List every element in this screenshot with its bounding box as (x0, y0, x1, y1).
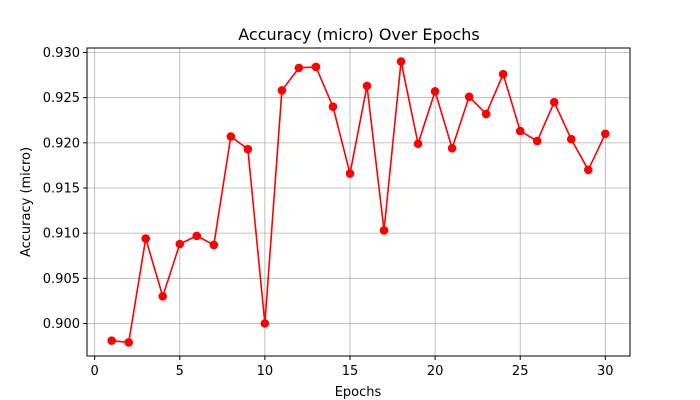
data-point (311, 62, 321, 72)
y-tick-label: 0.900 (43, 317, 80, 332)
data-point (175, 239, 185, 249)
data-point (362, 81, 372, 91)
x-axis-title: Epochs (335, 385, 382, 400)
data-point (209, 240, 219, 250)
data-point (396, 57, 406, 66)
y-tick-label: 0.925 (43, 91, 80, 106)
data-point (464, 92, 474, 102)
data-point (430, 87, 440, 96)
data-point (192, 231, 202, 241)
y-axis-title: Accuracy (micro) (19, 147, 34, 257)
y-tick-label: 0.930 (43, 46, 80, 61)
data-point (447, 143, 457, 153)
data-point (413, 139, 423, 149)
data-point (226, 132, 236, 141)
series-line (111, 60, 607, 344)
data-point (515, 126, 525, 136)
y-tick-label: 0.905 (43, 272, 80, 287)
data-point (294, 63, 304, 73)
x-tick-label: 10 (257, 364, 274, 379)
data-point (549, 97, 559, 107)
y-tick-label: 0.920 (43, 136, 80, 151)
y-tick-label: 0.915 (43, 182, 80, 197)
data-point (158, 292, 168, 301)
chart-title: Accuracy (micro) Over Epochs (238, 25, 479, 44)
tick-layer: 0 5 10 15 20 25 30 0.900 0.905 0.910 0.915 0.920 0.9… (43, 46, 614, 379)
data-point (566, 134, 576, 144)
x-tick-label: 30 (597, 364, 614, 379)
series-layer (107, 57, 610, 347)
x-tick-label: 5 (176, 364, 184, 379)
data-point (601, 129, 610, 139)
data-point (532, 136, 542, 146)
data-point (379, 226, 389, 235)
data-point (124, 338, 134, 347)
data-point (107, 336, 116, 345)
data-point (141, 234, 151, 243)
data-point (583, 165, 593, 175)
data-point (328, 102, 338, 112)
data-point (481, 109, 491, 119)
x-tick-label: 20 (427, 364, 444, 379)
data-point (243, 144, 253, 154)
plot-frame (86, 47, 631, 357)
data-point (277, 86, 287, 95)
x-tick-label: 25 (512, 364, 529, 379)
x-tick-label: 0 (91, 364, 99, 379)
x-tick-label: 15 (342, 364, 359, 379)
grid-lines (87, 48, 630, 356)
data-point (498, 69, 508, 79)
data-point (260, 319, 270, 328)
y-tick-label: 0.910 (43, 227, 80, 242)
data-point (345, 169, 355, 178)
